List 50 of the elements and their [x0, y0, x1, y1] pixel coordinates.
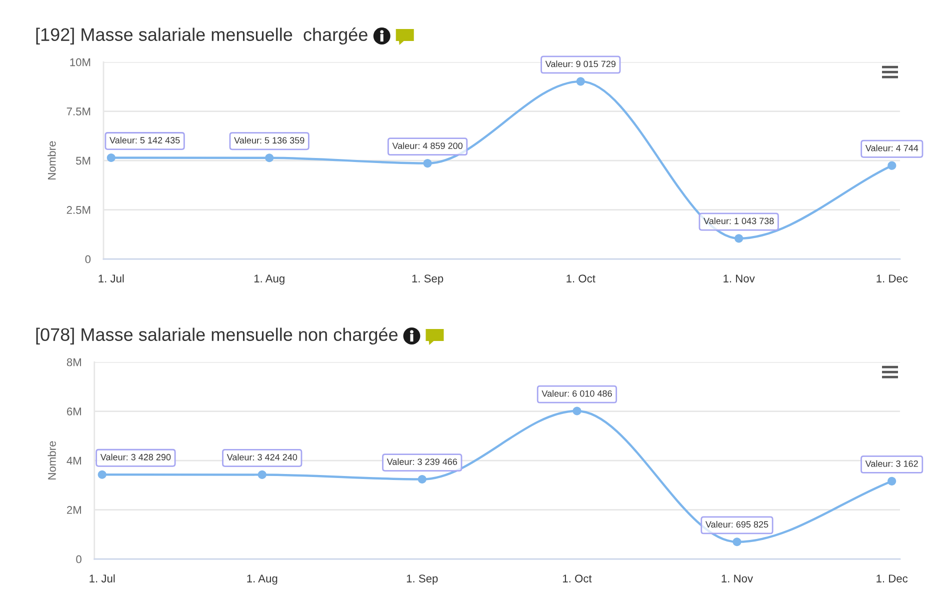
- data-label: Valeur: 6 010 486: [542, 390, 612, 397]
- x-tick-label: 1. Dec: [876, 274, 908, 282]
- data-label: Valeur: 1 043 738: [704, 218, 774, 224]
- point: [258, 470, 266, 479]
- point: [888, 161, 896, 170]
- y-tick-label: 6M: [67, 408, 81, 416]
- x-tick-label: 1. Oct: [563, 574, 592, 582]
- x-tick-label: 1. Nov: [724, 274, 755, 282]
- x-tick-label: 1. Aug: [254, 274, 284, 285]
- chart-title: [192] Masse salariale mensuelle chargée: [36, 28, 368, 45]
- y-axis-title: Nombre: [48, 141, 56, 180]
- data-label: Valeur: 5 142 435: [110, 136, 180, 144]
- point: [576, 77, 585, 86]
- annotation: Valeur: 3 162: [865, 460, 918, 467]
- point: [265, 154, 274, 162]
- x-tick-label: 1. Dec: [876, 574, 908, 582]
- data-label: Valeur: 9 015 729: [545, 60, 616, 68]
- annotation: Valeur: 4 744: [865, 144, 918, 152]
- x-tick-label: 1. Sep: [406, 574, 438, 585]
- y-tick-label: 5M: [76, 156, 90, 165]
- y-tick-label: 0: [76, 555, 82, 564]
- x-tick-label: 1. Jul: [90, 574, 115, 582]
- data-label: Valeur: 3 428 290: [100, 454, 171, 460]
- y-tick-label: 2.5M: [66, 206, 90, 214]
- x-tick-label: 1. Oct: [566, 274, 596, 282]
- x-tick-label: 1. Nov: [722, 574, 753, 582]
- y-tick-label: 2M: [67, 506, 81, 514]
- y-tick-label: 10M: [70, 58, 90, 66]
- y-tick-label: 7.5M: [66, 108, 90, 116]
- data-label: Valeur: 4 859 200: [392, 142, 462, 150]
- point: [418, 474, 426, 484]
- data-label: Valeur: 695 825: [705, 520, 768, 528]
- point: [98, 470, 106, 479]
- point: [734, 234, 744, 243]
- point: [732, 538, 742, 546]
- point: [888, 476, 896, 486]
- point: [423, 159, 432, 168]
- y-axis-title: Nombre: [48, 441, 56, 480]
- x-tick-label: 1. Aug: [247, 574, 278, 585]
- point: [106, 153, 116, 162]
- y-tick-label: 0: [85, 255, 91, 264]
- x-tick-label: 1. Jul: [98, 274, 124, 282]
- point: [572, 406, 582, 416]
- chart-title: [078] Masse salariale mensuelle non chargée: [36, 328, 398, 345]
- data-label: Valeur: 3 424 240: [226, 454, 298, 460]
- y-tick-label: 4M: [66, 456, 81, 465]
- y-tick-label: 8M: [66, 358, 81, 366]
- data-label: Valeur: 5 136 359: [234, 136, 304, 144]
- data-label: Valeur: 3 239 466: [386, 458, 458, 465]
- x-tick-label: 1. Sep: [412, 274, 444, 285]
